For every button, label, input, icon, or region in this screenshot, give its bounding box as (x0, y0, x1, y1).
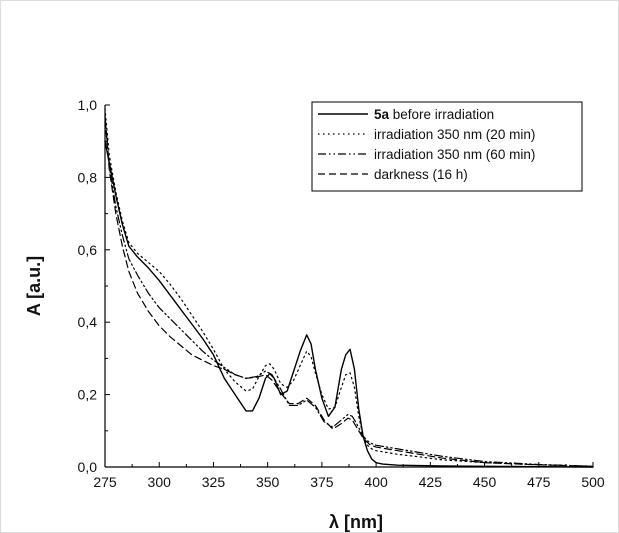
legend-label-text: before irradiation (389, 107, 494, 122)
y-tick-label: 0,0 (78, 459, 98, 475)
legend-label-3: irradiation 350 nm (60 min) (374, 147, 535, 162)
legend-label-4: darkness (16 h) (374, 167, 468, 182)
x-tick-label: 500 (581, 474, 605, 490)
series-line-1 (104, 140, 594, 468)
legend-label-text: darkness (16 h) (374, 167, 468, 182)
plot-lines (104, 108, 594, 468)
x-tick-label: 350 (256, 474, 280, 490)
series-line-4 (104, 118, 594, 467)
x-tick-label: 325 (202, 474, 226, 490)
legend-label-text: irradiation 350 nm (20 min) (374, 127, 535, 142)
x-tick-label: 475 (527, 474, 551, 490)
y-tick-label: 0,8 (78, 169, 98, 185)
series-line-2 (104, 108, 594, 467)
x-tick-label: 400 (364, 474, 388, 490)
x-tick-label: 450 (473, 474, 497, 490)
legend: 5a before irradiation irradiation 350 nm … (311, 101, 583, 192)
y-tick-label: 1,0 (78, 97, 98, 113)
legend-label-2: irradiation 350 nm (20 min) (374, 127, 535, 142)
y-tick-label: 0,2 (78, 387, 98, 403)
y-axis-title: A [a.u.] (24, 256, 44, 316)
y-axis-ticks: 0,0 0,2 0,4 0,6 0,8 1,0 (78, 97, 110, 475)
y-tick-label: 0,4 (78, 314, 98, 330)
legend-label-1: 5a before irradiation (374, 107, 494, 122)
x-tick-label: 425 (419, 474, 443, 490)
x-tick-label: 300 (148, 474, 172, 490)
x-tick-label: 275 (93, 474, 117, 490)
x-axis-title: λ [nm] (329, 512, 383, 532)
legend-label-text: irradiation 350 nm (60 min) (374, 147, 535, 162)
x-tick-label: 375 (310, 474, 334, 490)
legend-label-bold: 5a (374, 107, 390, 122)
y-tick-label: 0,6 (78, 242, 98, 258)
legend-box (311, 101, 583, 192)
x-axis-ticks: 275 300 325 350 375 400 425 450 475 500 (93, 462, 605, 490)
